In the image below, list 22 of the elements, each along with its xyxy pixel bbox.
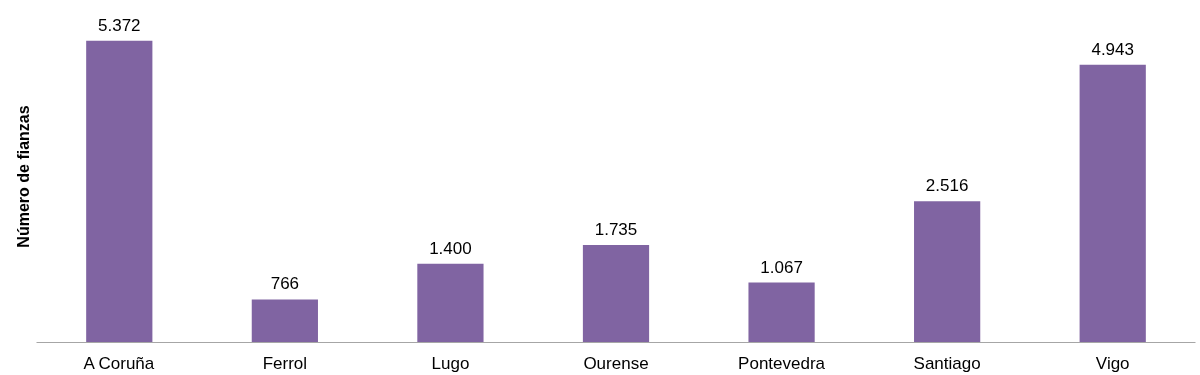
data-label: 4.943 [1091, 39, 1134, 59]
x-tick-label: Ourense [583, 353, 649, 373]
x-tick-label: A Coruña [83, 353, 155, 373]
data-label: 5.372 [98, 15, 141, 35]
y-axis-title: Número de fianzas [14, 105, 32, 248]
data-label: 1.400 [429, 238, 472, 258]
x-tick-label: Vigo [1095, 353, 1130, 373]
x-tick-label: Santiago [913, 353, 981, 373]
x-tick-label: Ferrol [262, 353, 308, 373]
data-label: 1.067 [760, 257, 803, 277]
x-tick-label: Lugo [431, 353, 470, 373]
data-label: 2.516 [925, 176, 969, 196]
bar [251, 299, 318, 343]
bar [86, 40, 153, 343]
bar [914, 201, 981, 343]
x-tick-label: Pontevedra [738, 353, 826, 373]
bar [582, 245, 650, 343]
bar [417, 263, 484, 343]
data-label: 1.735 [594, 220, 638, 240]
bar [748, 282, 815, 343]
data-label: 766 [270, 274, 300, 294]
bar [1079, 64, 1146, 343]
